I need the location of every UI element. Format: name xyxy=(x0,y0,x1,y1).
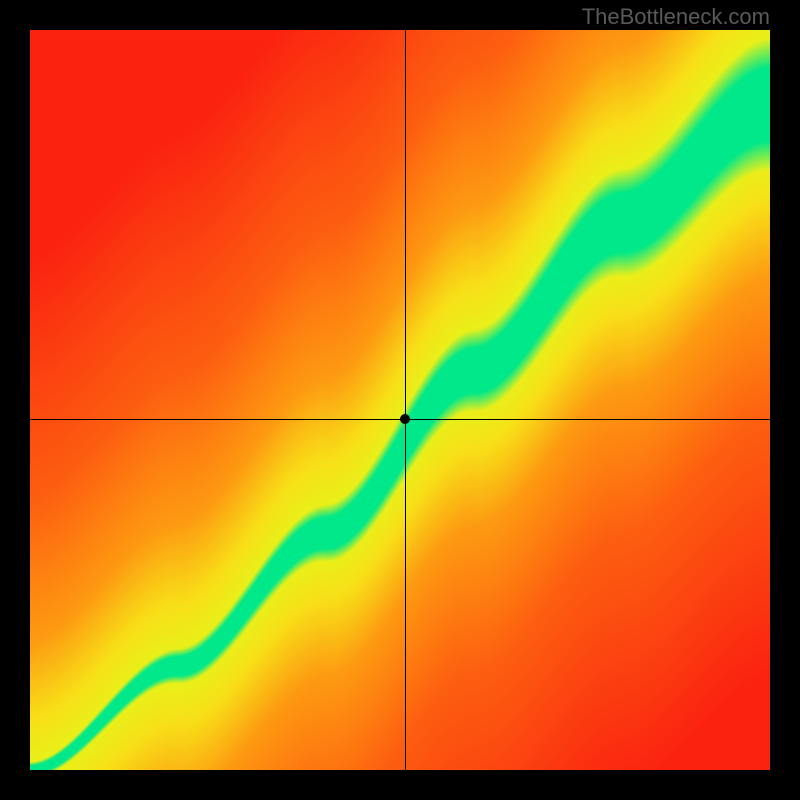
watermark-text: TheBottleneck.com xyxy=(582,4,770,30)
marker-dot xyxy=(400,414,410,424)
heatmap-canvas xyxy=(30,30,770,770)
heatmap-plot xyxy=(30,30,770,770)
crosshair-vertical xyxy=(405,30,406,770)
